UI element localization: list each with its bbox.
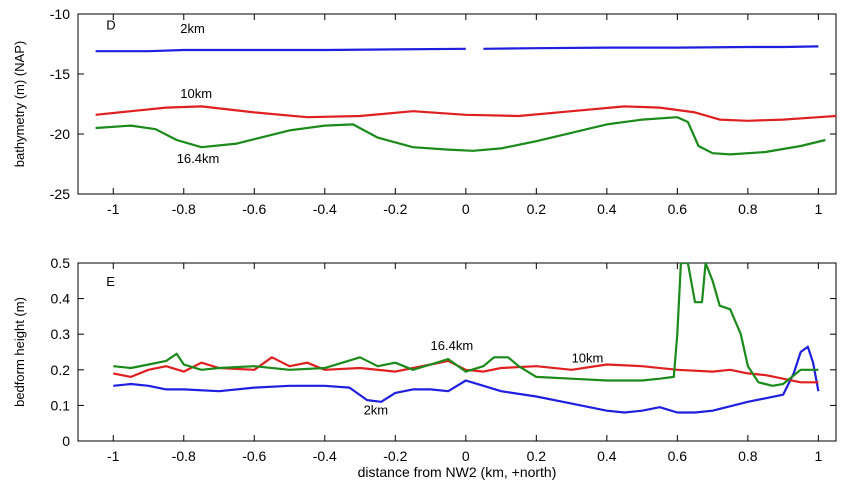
panel-e: -1 -0.8 -0.6 -0.4 -0.2 0 0.2 0.4 0.6 0.8 1 0 0.1 0.2 0… <box>12 255 837 480</box>
plot-frame <box>77 262 837 442</box>
y-tick-label: 0.2 <box>51 362 71 378</box>
x-tick-label: 0 <box>462 448 470 464</box>
x-tick-label: 0 <box>462 201 470 217</box>
x-tick-label: -1 <box>107 201 120 217</box>
x-tick-label: 0.2 <box>527 201 547 217</box>
panel-d: -1 -0.8 -0.6 -0.4 -0.2 0 0.2 0.4 0.6 0.8 1 -25 -20 -1… <box>12 6 837 217</box>
x-tick-label: -0.4 <box>313 201 337 217</box>
series-line-2km <box>113 345 820 414</box>
series-line-2km <box>95 47 466 53</box>
y-tick-label: -15 <box>50 66 70 82</box>
annotation-label: 16.4km <box>177 151 220 166</box>
x-tick-label: -0.8 <box>172 448 196 464</box>
y-tick-label: 0.5 <box>51 255 71 271</box>
y-tick-label: -25 <box>50 186 70 202</box>
annotation-label: 10km <box>572 351 604 366</box>
y-tick-label: 0.4 <box>51 291 71 307</box>
annotation-label: 16.4km <box>431 338 474 353</box>
annotation-label: E <box>106 274 115 289</box>
plot-frame <box>77 13 837 195</box>
series-line-164km <box>113 263 819 387</box>
x-tick-label: -0.2 <box>383 201 407 217</box>
annotation-label: 2km <box>180 21 205 36</box>
x-tick-label: -1 <box>107 448 120 464</box>
y-tick-label: -20 <box>50 126 70 142</box>
series-line-164km <box>95 116 826 156</box>
x-tick-label: 0.8 <box>738 448 758 464</box>
y-tick-label: -10 <box>50 6 70 22</box>
y-axis-label: bedform height (m) <box>12 297 27 407</box>
x-tick-label: 0.4 <box>597 201 617 217</box>
annotation-label: D <box>106 18 115 33</box>
x-tick-label: -0.6 <box>242 448 266 464</box>
x-tick-label: 0.8 <box>738 201 758 217</box>
y-axis-label: bathymetry (m) (NAP) <box>12 41 27 167</box>
x-tick-label: -0.4 <box>313 448 337 464</box>
y-tick-label: 0 <box>62 433 70 449</box>
y-tick-label: 0.3 <box>51 326 71 342</box>
series-line-2km <box>483 45 819 50</box>
annotation-label: 2km <box>364 402 389 417</box>
x-tick-label: 1 <box>814 201 822 217</box>
x-tick-label: 0.6 <box>668 201 688 217</box>
x-tick-label: -0.2 <box>383 448 407 464</box>
annotation-label: 10km <box>180 86 212 101</box>
x-tick-label: 0.6 <box>668 448 688 464</box>
x-tick-label: 0.4 <box>597 448 617 464</box>
x-tick-label: -0.8 <box>172 201 196 217</box>
series-line-10km <box>95 105 836 122</box>
x-tick-label: 1 <box>814 448 822 464</box>
x-tick-label: 0.2 <box>527 448 547 464</box>
y-tick-label: 0.1 <box>51 397 71 413</box>
x-axis-label: distance from NW2 (km, +north) <box>358 464 557 480</box>
series-line-10km <box>113 356 819 384</box>
x-tick-label: -0.6 <box>242 201 266 217</box>
